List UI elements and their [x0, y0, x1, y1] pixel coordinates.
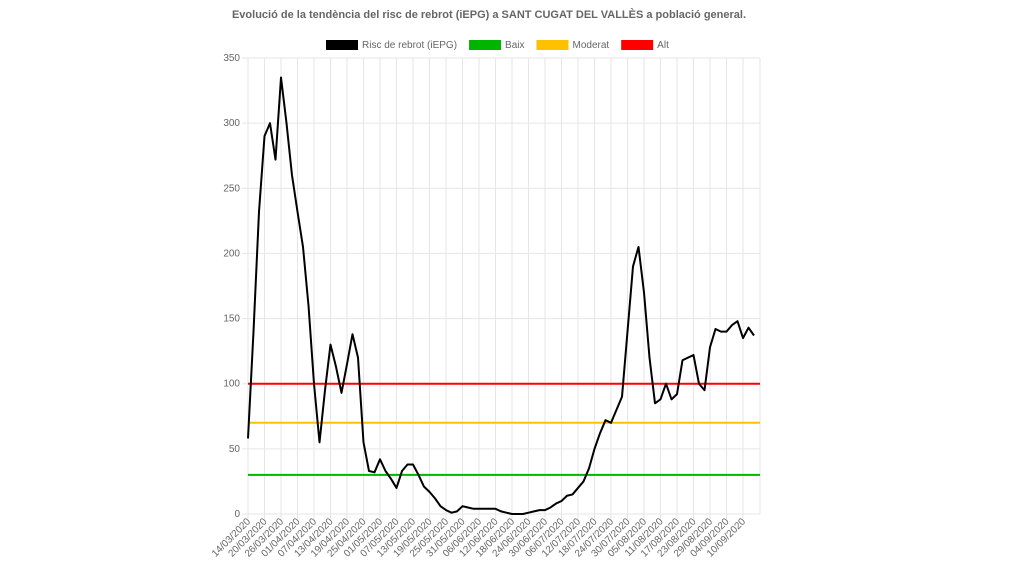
y-tick-label: 100	[223, 379, 240, 390]
y-tick-label: 50	[229, 444, 241, 455]
y-tick-label: 300	[223, 118, 240, 129]
y-tick-label: 150	[223, 314, 240, 325]
legend-swatch	[621, 40, 654, 50]
legend: Risc de rebrot (iEPG) Baix Moderat Alt	[326, 40, 669, 51]
legend-swatch	[536, 40, 569, 50]
legend-label: Alt	[657, 40, 669, 51]
y-tick-label: 350	[223, 53, 240, 64]
y-tick-label: 200	[223, 248, 240, 259]
legend-swatch	[326, 40, 358, 50]
y-tick-label: 0	[234, 509, 240, 520]
legend-label: Baix	[505, 40, 524, 51]
y-tick-label: 250	[223, 183, 240, 194]
legend-label: Risc de rebrot (iEPG)	[362, 40, 457, 51]
chart-title: Evolució de la tendència del risc de reb…	[232, 8, 746, 21]
data-line	[247, 76, 755, 515]
legend-swatch	[469, 40, 502, 50]
legend-label: Moderat	[572, 40, 609, 51]
